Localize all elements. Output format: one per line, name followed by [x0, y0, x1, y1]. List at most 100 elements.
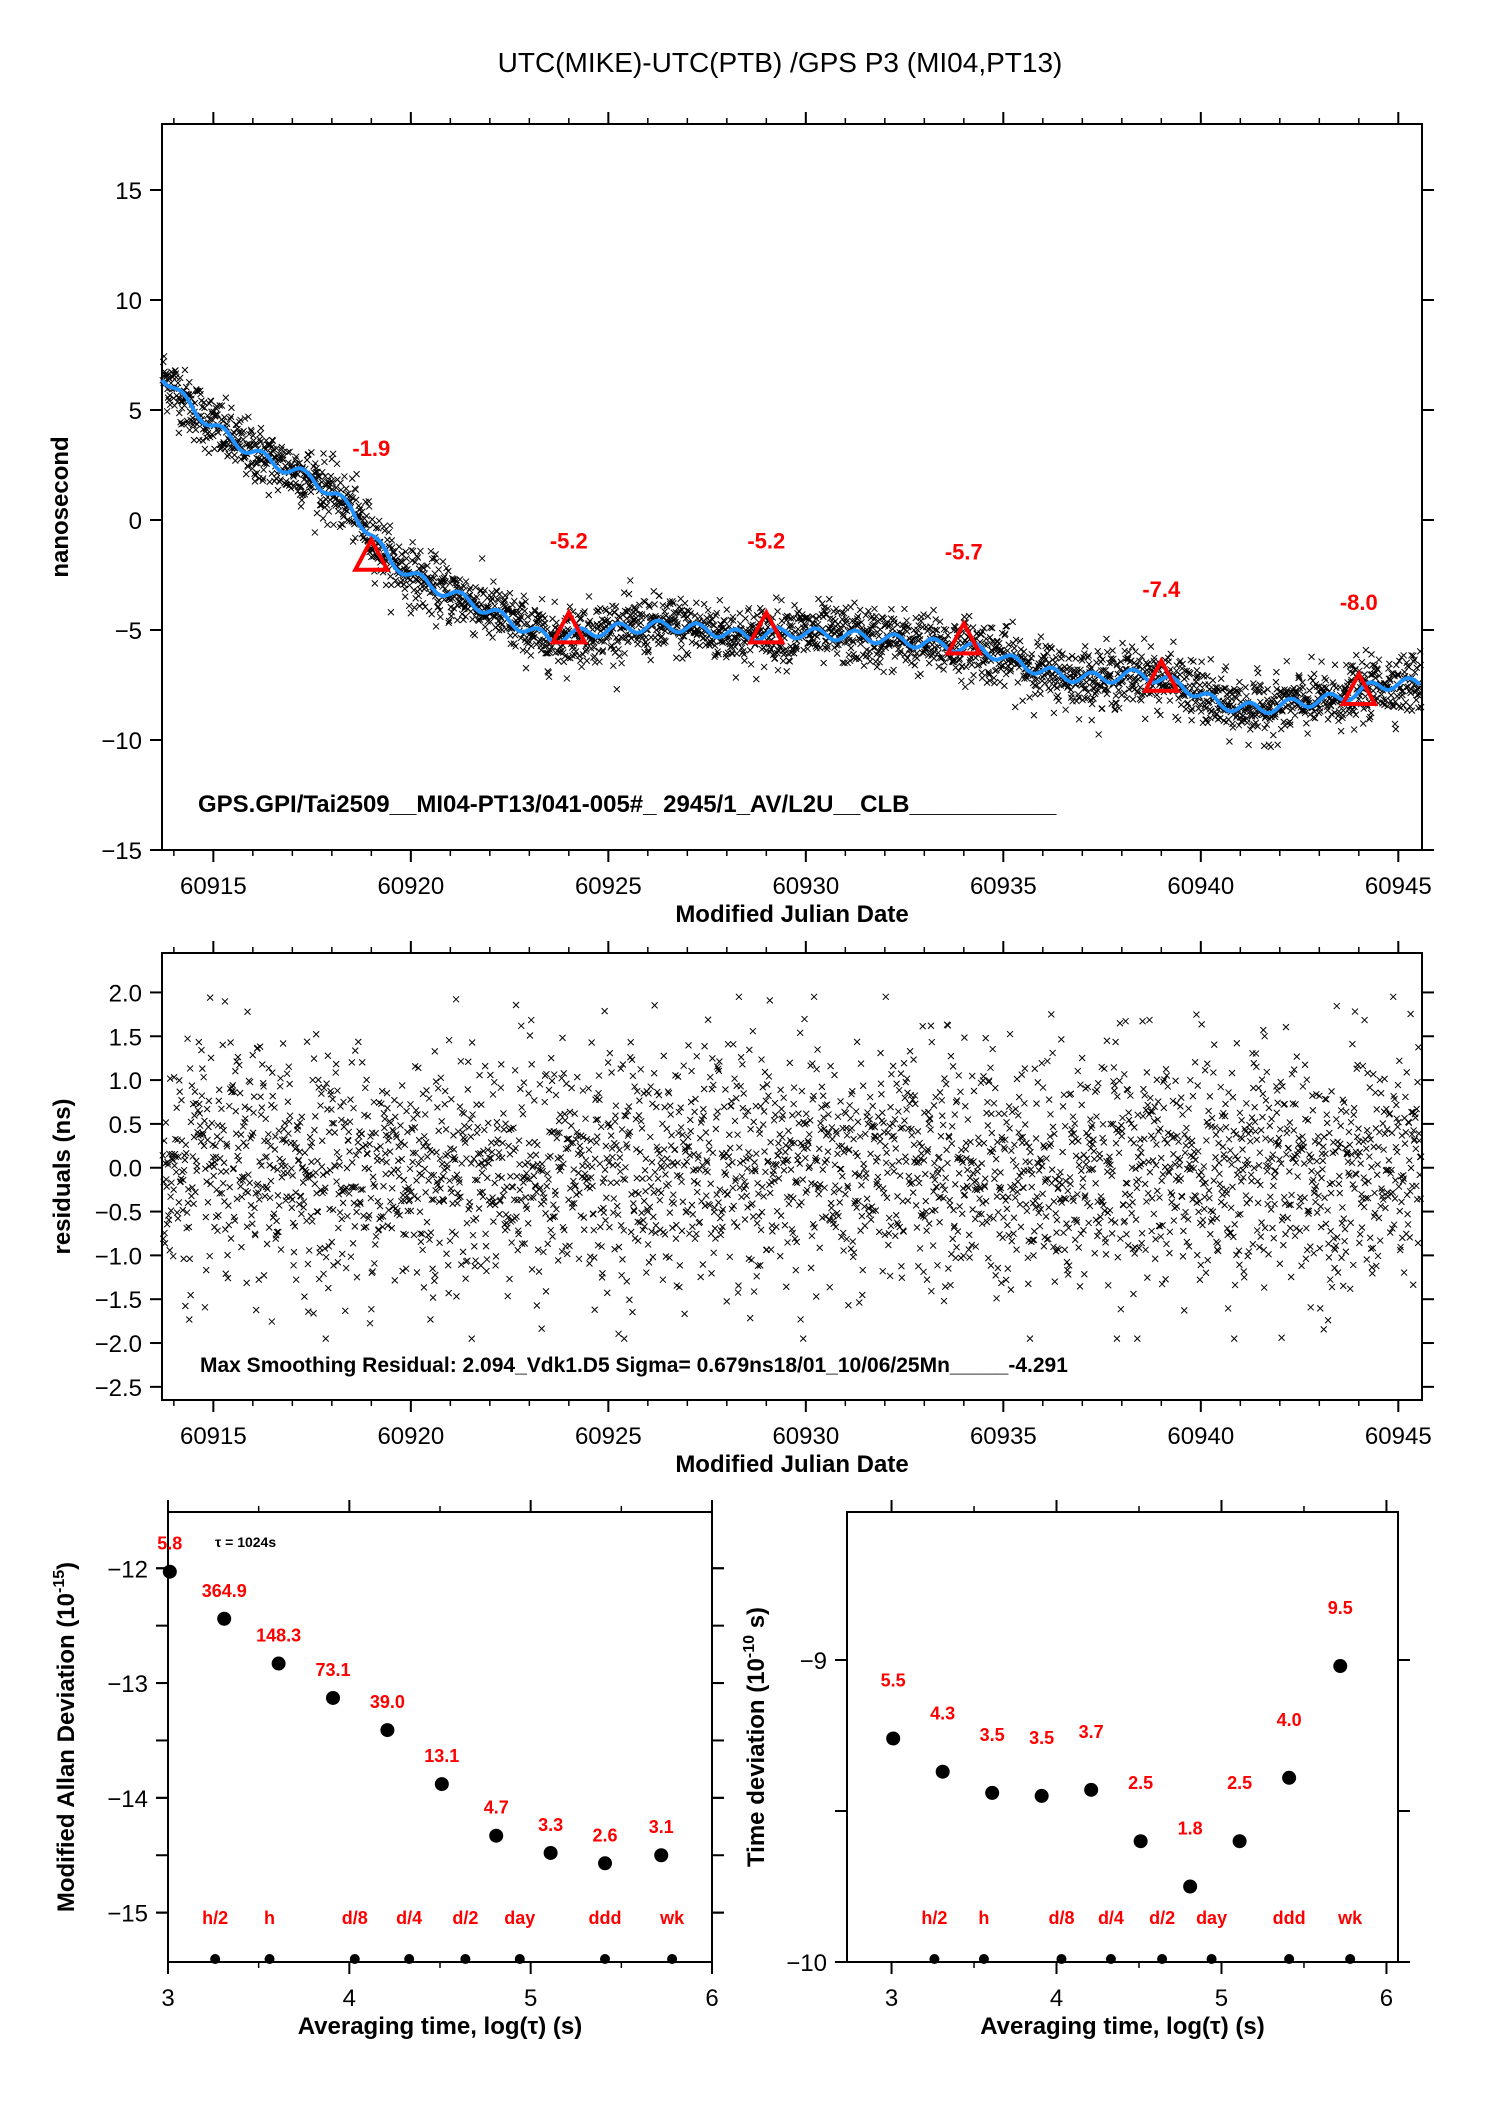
data-point [252, 441, 260, 449]
residual-point [669, 1191, 677, 1199]
data-point [521, 607, 529, 615]
residual-point [927, 1126, 934, 1133]
residual-point [492, 1253, 500, 1260]
residual-point [918, 1143, 926, 1150]
residual-point [923, 1276, 931, 1283]
residual-point [709, 1149, 717, 1157]
residual-point [767, 1138, 774, 1146]
data-point [866, 658, 874, 665]
residual-point [691, 1108, 698, 1116]
data-point [301, 488, 308, 496]
residual-point [472, 1214, 480, 1222]
residual-point [786, 1059, 794, 1067]
residual-point [585, 1085, 592, 1092]
residual-point [394, 1166, 402, 1173]
residual-point [309, 1076, 317, 1084]
data-point [328, 486, 336, 493]
residual-point [400, 1230, 407, 1238]
data-point [594, 622, 602, 630]
residual-point [525, 1090, 532, 1097]
residual-point [387, 1169, 395, 1177]
x-tick-label: 60935 [970, 873, 1037, 900]
data-point [1005, 641, 1013, 649]
residual-point [425, 1177, 433, 1184]
residual-point [328, 1238, 336, 1246]
residual-point [745, 1149, 752, 1156]
residual-point [286, 1112, 294, 1120]
residual-point [887, 1222, 895, 1230]
data-point [1387, 691, 1395, 699]
data-point [815, 595, 822, 603]
data-point [209, 416, 217, 424]
residual-point [843, 1131, 851, 1139]
residual-point [380, 1182, 387, 1190]
data-point [901, 651, 909, 658]
data-point [712, 612, 720, 619]
data-point [409, 547, 417, 555]
residual-point [237, 1131, 245, 1139]
data-point [298, 483, 305, 491]
residual-point [397, 1122, 404, 1129]
data-point [345, 517, 353, 525]
data-point [1112, 692, 1120, 699]
residual-point [762, 1168, 769, 1176]
residual-point [420, 1284, 428, 1291]
residual-point [338, 1250, 346, 1258]
residual-point [425, 1095, 433, 1102]
data-point [225, 451, 233, 458]
residual-point [962, 1145, 970, 1153]
residual-point [712, 1235, 719, 1242]
residual-point [910, 1056, 917, 1063]
data-point [1291, 711, 1299, 719]
data-point [260, 466, 267, 474]
residual-point [238, 1193, 246, 1201]
data-point [333, 460, 341, 468]
data-point [1308, 653, 1315, 661]
residual-point [508, 1239, 516, 1246]
data-point [580, 609, 588, 617]
residual-point [414, 1195, 422, 1203]
residual-point [712, 1125, 720, 1133]
marker-value-label: -5.2 [550, 528, 588, 553]
residual-point [753, 1272, 761, 1280]
data-point [612, 603, 620, 610]
data-point [540, 642, 548, 650]
residual-point [626, 1296, 633, 1304]
data-point [462, 613, 469, 620]
data-point [259, 477, 267, 485]
residual-point [398, 1082, 406, 1089]
residual-point [740, 1090, 748, 1097]
residual-point [961, 1034, 968, 1042]
residual-point [916, 1139, 924, 1147]
residual-point [906, 1100, 914, 1108]
data-point [407, 546, 415, 554]
residual-point [590, 1254, 598, 1261]
residual-point [650, 1069, 658, 1077]
residual-point [304, 1308, 312, 1316]
residual-point [775, 1147, 783, 1154]
residual-point [249, 1051, 257, 1059]
data-point [441, 585, 449, 592]
residual-point [318, 1163, 326, 1171]
residual-point [944, 1159, 951, 1167]
residual-point [743, 1192, 751, 1200]
data-point [454, 616, 461, 624]
residual-point [332, 1060, 340, 1068]
residual-point [185, 1223, 193, 1231]
data-point [978, 669, 986, 676]
data-point [214, 411, 221, 418]
residual-point [230, 1165, 237, 1172]
data-point [218, 402, 226, 409]
residual-point [444, 1261, 452, 1269]
data-point [259, 475, 267, 482]
residual-point [725, 1153, 733, 1160]
data-point [182, 383, 190, 391]
data-point [1236, 678, 1243, 686]
data-point [1203, 672, 1211, 680]
residual-point [363, 1076, 370, 1084]
data-point [1260, 688, 1268, 696]
residual-point [534, 1246, 542, 1254]
data-point [1132, 648, 1139, 655]
residual-point [311, 1113, 319, 1120]
residual-point [385, 1206, 393, 1214]
